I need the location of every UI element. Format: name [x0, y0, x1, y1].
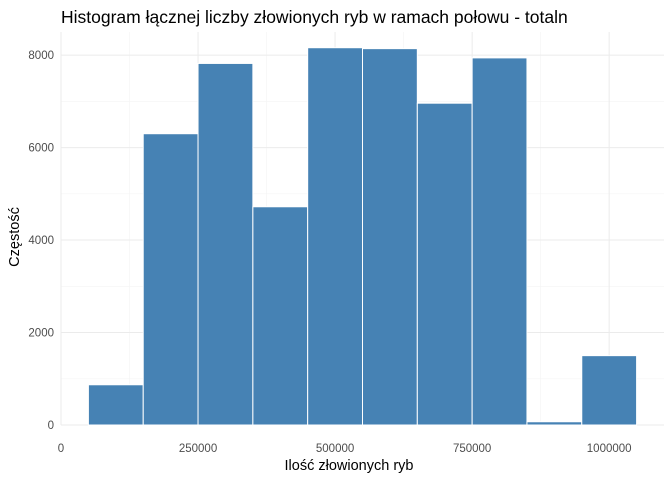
histogram-bar-7: [416, 102, 473, 426]
y-tick-label: 6000: [28, 143, 54, 155]
x-tick-label: 500000: [316, 443, 354, 455]
histogram-bar-10: [581, 355, 638, 426]
histogram-bar-9: [526, 421, 583, 426]
histogram-bar-3: [197, 62, 254, 426]
histogram-bar-6: [362, 48, 418, 426]
histogram-bar-5: [307, 47, 364, 426]
x-tick-label: 0: [58, 443, 64, 455]
y-tick-label: 4000: [28, 235, 54, 247]
histogram-bar-2: [142, 133, 199, 426]
histogram-bar-4: [252, 206, 309, 426]
y-tick-label: 8000: [28, 50, 54, 62]
histogram-bar-1: [87, 384, 144, 426]
x-axis-title: Ilość złowionych ryb: [285, 458, 414, 474]
tick-labels: 0 2000 4000 6000 8000 0 250000 500000 750000 1000…: [28, 50, 631, 455]
x-tick-label: 250000: [179, 443, 217, 455]
bars: [87, 47, 638, 426]
x-tick-label: 1000000: [587, 443, 632, 455]
y-tick-label: 2000: [28, 328, 54, 340]
histogram-bar-8: [471, 57, 528, 426]
y-tick-label: 0: [48, 420, 54, 432]
chart-title: Histogram łącznej liczby złowionych ryb …: [61, 7, 568, 27]
x-tick-label: 750000: [453, 443, 491, 455]
y-axis-title: Częstość: [7, 207, 23, 267]
